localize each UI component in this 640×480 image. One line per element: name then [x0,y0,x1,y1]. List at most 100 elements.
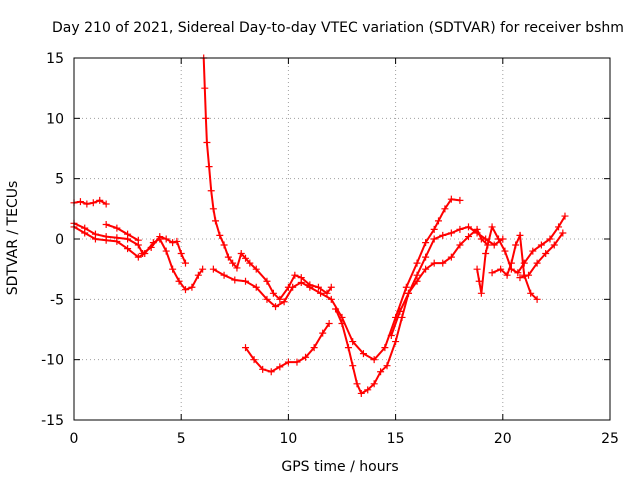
y-tick-label: -15 [41,413,64,429]
data-point [199,265,207,273]
data-point [353,380,361,388]
y-axis-label: SDTVAR / TECUs [5,181,21,296]
data-point [205,163,213,171]
series-arc-12 [516,229,567,282]
data-point [520,259,528,267]
data-point [212,217,220,225]
data-point [317,289,325,297]
series-arc-9 [387,225,492,340]
data-point [422,253,430,261]
x-tick-label: 20 [494,431,512,447]
data-point [237,249,245,257]
data-point [349,362,357,370]
data-points [70,54,569,397]
data-point [514,269,522,277]
data-point [91,235,99,243]
data-point [357,389,365,397]
data-point [263,277,271,285]
data-point [349,338,357,346]
data-point [495,235,503,243]
data-point [473,265,481,273]
data-point [396,307,404,315]
data-point [89,199,97,207]
data-point [464,233,472,241]
data-point [202,114,210,122]
data-point [124,230,132,238]
data-point [332,305,340,313]
data-point [297,278,305,286]
series-arc-4 [102,221,142,244]
data-point [488,223,496,231]
data-point [231,276,239,284]
x-tick-label: 25 [601,431,619,447]
data-point [325,319,333,327]
data-point [473,225,481,233]
data-point [229,259,237,267]
data-point [250,356,258,364]
data-point [402,283,410,291]
data-point [272,303,280,311]
data-point [242,344,250,352]
data-point [162,247,170,255]
data-point [503,271,511,279]
data-point [276,295,284,303]
data-point [156,235,164,243]
data-point [344,344,352,352]
data-point [559,229,567,237]
data-point [175,277,183,285]
data-point [338,319,346,327]
data-point [173,237,181,245]
series-trace [390,227,489,336]
data-point [430,225,438,233]
data-point [220,241,228,249]
series-arc-2 [70,219,189,267]
data-point [102,236,110,244]
data-point [162,235,170,243]
data-point [422,265,430,273]
data-point [533,259,541,267]
data-point [456,241,464,249]
y-tick-label: 15 [46,51,64,67]
x-tick-label: 10 [279,431,297,447]
data-point [439,259,447,267]
x-tick-label: 0 [70,431,79,447]
x-axis-label: GPS time / hours [281,459,398,475]
data-point [488,269,496,277]
data-point [327,283,335,291]
data-point [216,231,224,239]
series-arc-8 [332,223,507,397]
data-point [447,253,455,261]
data-point [169,239,177,247]
data-point [447,229,455,237]
data-point [306,283,314,291]
y-tick-label: 5 [55,172,64,188]
series-trace [334,225,504,395]
data-point [501,247,509,255]
data-point [392,338,400,346]
data-point [430,235,438,243]
data-point [252,283,260,291]
data-point [527,289,535,297]
data-point [233,264,241,272]
grid [74,58,610,420]
data-point [177,249,185,257]
data-point [413,271,421,279]
data-point [102,221,110,229]
axis-ticks: 0 5 10 15 20 25 15 10 5 0 -5 -10 -15 [41,51,619,447]
y-tick-label: 0 [55,232,64,248]
data-point [259,365,267,373]
data-point [252,265,260,273]
data-point [181,286,189,294]
data-point [280,298,288,306]
data-point [507,259,515,267]
data-point [529,247,537,255]
data-point [383,362,391,370]
data-point [464,223,472,231]
series-trace [519,232,564,279]
data-point [490,241,498,249]
data-point [263,295,271,303]
data-point [96,196,104,204]
data-point [477,235,485,243]
data-point [134,253,142,261]
data-point [546,235,554,243]
